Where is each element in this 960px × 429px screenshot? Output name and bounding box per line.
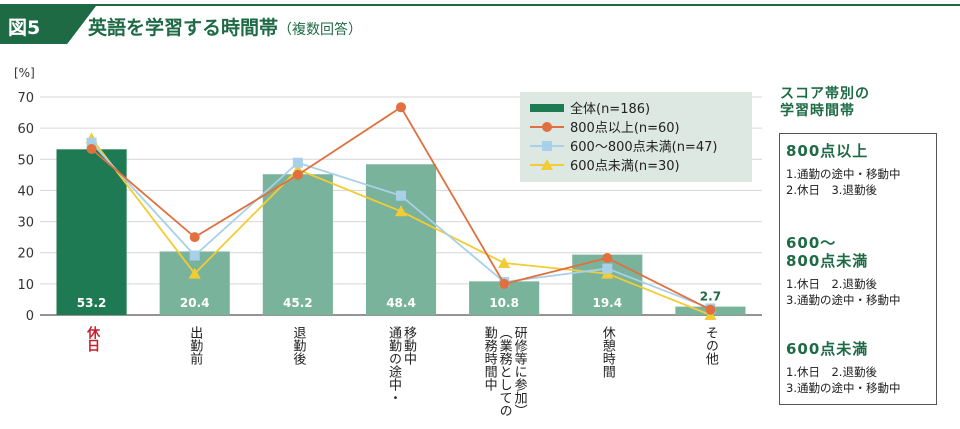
legend-swatch-circle <box>530 120 564 134</box>
x-category-label: （業務としての <box>497 326 512 417</box>
bar-data-label: 20.4 <box>180 296 210 310</box>
legend-label: 全体(n=186) <box>570 102 651 117</box>
line-point-circle <box>292 169 303 180</box>
y-tick-label: 30 <box>17 216 34 231</box>
x-category-label: 休憩時間 <box>600 326 616 379</box>
score-group: 600点未満 1.休日 2.退勤後 3.通勤の途中・移動中 <box>786 340 930 396</box>
line-point-square <box>189 250 200 261</box>
bar-data-label: 2.7 <box>700 290 721 304</box>
line-point-triangle <box>395 205 407 217</box>
score-group-title: 800点以上 <box>786 142 869 160</box>
side-panel-box: 800点以上 1.通勤の途中・移動中 2.休日 3.退勤後 600〜 800点未… <box>779 133 937 405</box>
line-point-square <box>86 137 97 148</box>
line-point-circle <box>396 102 406 113</box>
line-point-circle <box>499 278 510 289</box>
line-point-triangle <box>188 267 201 279</box>
score-group-title: 600点未満 <box>786 340 869 358</box>
legend-item-600-800: 600〜800点未満(n=47) <box>530 136 742 155</box>
side-panel-title-line: 学習時間帯 <box>780 103 855 119</box>
x-category-label: 退勤後 <box>290 326 306 365</box>
legend-swatch-triangle <box>530 158 564 172</box>
chart-area: [%] 0 10 20 30 40 50 60 70 53.2 20.4 45.2 48.4 10.8 19… <box>14 66 762 417</box>
side-panel-title-line: スコア帯別の <box>780 86 870 102</box>
score-group-title: 800点未満 <box>786 252 869 270</box>
chart-title-text: 英語を学習する時間帯 <box>88 17 279 39</box>
legend-item-600: 600点未満(n=30) <box>530 155 742 174</box>
legend-swatch-square <box>530 139 564 153</box>
x-category-label: 休日 <box>84 325 101 353</box>
line-point-triangle <box>498 256 511 268</box>
bar <box>262 174 333 315</box>
line-point-circle <box>602 253 613 264</box>
line-point-square <box>292 157 303 168</box>
bar-data-label: 45.2 <box>283 296 313 310</box>
x-category-label: 出勤前 <box>187 326 203 365</box>
bar-data-label: 48.4 <box>386 296 416 310</box>
score-group: 600〜 800点未満 1.休日 2.退勤後 3.通勤の途中・移動中 <box>786 234 930 308</box>
score-group-line: 1.通勤の途中・移動中 <box>786 167 901 181</box>
legend-item-800: 800点以上(n=60) <box>530 117 742 136</box>
y-tick-label: 70 <box>17 91 34 106</box>
bar <box>159 251 230 315</box>
y-tick-label: 60 <box>17 122 34 137</box>
x-category-label: 通勤の途中・ <box>386 326 402 404</box>
legend: 全体(n=186) 800点以上(n=60) 600〜800点未満(n=47) … <box>520 92 752 182</box>
header-rule <box>0 4 960 6</box>
line-point-circle <box>705 304 716 315</box>
line-point-square <box>396 190 406 201</box>
line-point-square <box>602 263 613 274</box>
figure-label: 図5 <box>8 17 41 39</box>
chart-subtitle: （複数回答） <box>278 22 363 38</box>
bar <box>365 164 437 315</box>
y-unit-label: [%] <box>14 66 35 80</box>
x-category-label: その他 <box>703 326 719 366</box>
line-point-circle <box>86 144 97 155</box>
y-tick-label: 20 <box>17 247 34 262</box>
legend-label: 800点以上(n=60) <box>570 121 680 136</box>
x-category-label: 移動中 <box>401 326 417 365</box>
score-group-line: 3.通勤の途中・移動中 <box>786 381 901 395</box>
chart-title: 英語を学習する時間帯（複数回答） <box>88 13 362 40</box>
legend-label: 600点未満(n=30) <box>570 159 680 174</box>
bar-data-label: 19.4 <box>592 296 622 310</box>
legend-item-total: 全体(n=186) <box>530 98 742 117</box>
score-group-line: 3.通勤の途中・移動中 <box>786 293 901 307</box>
side-panel-title: スコア帯別の 学習時間帯 <box>780 86 870 120</box>
line-point-circle <box>189 232 200 243</box>
y-tick-label: 40 <box>17 184 34 199</box>
y-tick-label: 10 <box>17 278 34 293</box>
x-category-label: 勤務時間中 <box>482 326 498 391</box>
score-group-line: 1.休日 2.退勤後 <box>786 365 877 379</box>
score-group-line: 2.休日 3.退勤後 <box>786 183 877 197</box>
legend-swatch-bar <box>530 101 564 115</box>
score-group-line: 1.休日 2.退勤後 <box>786 277 877 291</box>
bar-data-label: 53.2 <box>77 296 107 310</box>
y-tick-label: 50 <box>17 153 34 168</box>
score-group: 800点以上 1.通勤の途中・移動中 2.休日 3.退勤後 <box>786 142 930 198</box>
x-category-label: 研修等に参加） <box>512 326 528 417</box>
y-tick-label: 0 <box>26 309 34 324</box>
bar-data-label: 10.8 <box>489 296 519 310</box>
bar <box>56 149 127 315</box>
legend-label: 600〜800点未満(n=47) <box>570 140 718 155</box>
score-group-title: 600〜 <box>786 234 837 252</box>
